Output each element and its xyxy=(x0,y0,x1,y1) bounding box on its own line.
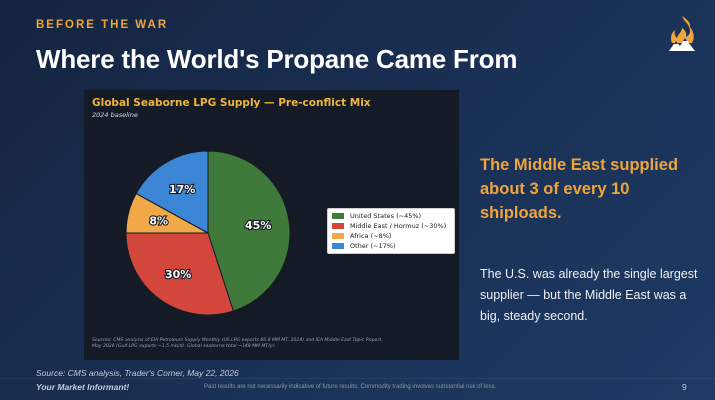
slide-title: Where the World's Propane Came From xyxy=(36,44,518,74)
label-africa: 8% xyxy=(149,214,168,227)
legend-label: Other (~17%) xyxy=(350,242,396,250)
legend-label: United States (~45%) xyxy=(350,212,422,220)
footer-brand: Your Market Informant! xyxy=(36,382,130,392)
legend-label: Africa (~8%) xyxy=(350,232,392,240)
pie-chart: 45% 30% 8% 17% xyxy=(125,150,291,316)
footer-disclaimer: Past results are not necessarily indicat… xyxy=(204,384,497,390)
legend-item: Middle East / Hormuz (~30%) xyxy=(332,221,450,231)
label-middle-east: 30% xyxy=(165,268,191,281)
chart-source-notes: Sources: CMS analysis of EIA Petroleum S… xyxy=(92,338,383,349)
label-united-states: 45% xyxy=(245,219,271,232)
pie-chart-panel: Global Seaborne LPG Supply — Pre-conflic… xyxy=(84,90,459,360)
legend-item: Other (~17%) xyxy=(332,241,450,251)
legend-swatch xyxy=(332,223,344,229)
source-citation: Source: CMS analysis, Trader's Corner, M… xyxy=(36,368,239,378)
chart-subtitle: 2024 baseline xyxy=(92,111,138,119)
slice-middle-east xyxy=(125,232,234,316)
callout-headline: The Middle East supplied about 3 of ever… xyxy=(480,156,679,222)
legend-item: Africa (~8%) xyxy=(332,231,450,241)
slice-united-states xyxy=(207,150,291,312)
legend-swatch xyxy=(332,233,344,239)
chart-legend: United States (~45%) Middle East / Hormuz… xyxy=(327,208,455,254)
footer-divider xyxy=(0,378,715,379)
legend-swatch xyxy=(332,213,344,219)
legend-swatch xyxy=(332,243,344,249)
legend-item: United States (~45%) xyxy=(332,211,450,221)
legend-label: Middle East / Hormuz (~30%) xyxy=(350,222,447,230)
callout-body: The U.S. was already the single largest … xyxy=(480,267,698,323)
label-other: 17% xyxy=(169,183,195,196)
flame-logo-icon xyxy=(669,16,695,51)
chart-title: Global Seaborne LPG Supply — Pre-conflic… xyxy=(92,97,371,109)
page-number: 9 xyxy=(682,382,687,392)
slice-other xyxy=(135,150,209,234)
slide-kicker: BEFORE THE WAR xyxy=(36,19,169,31)
